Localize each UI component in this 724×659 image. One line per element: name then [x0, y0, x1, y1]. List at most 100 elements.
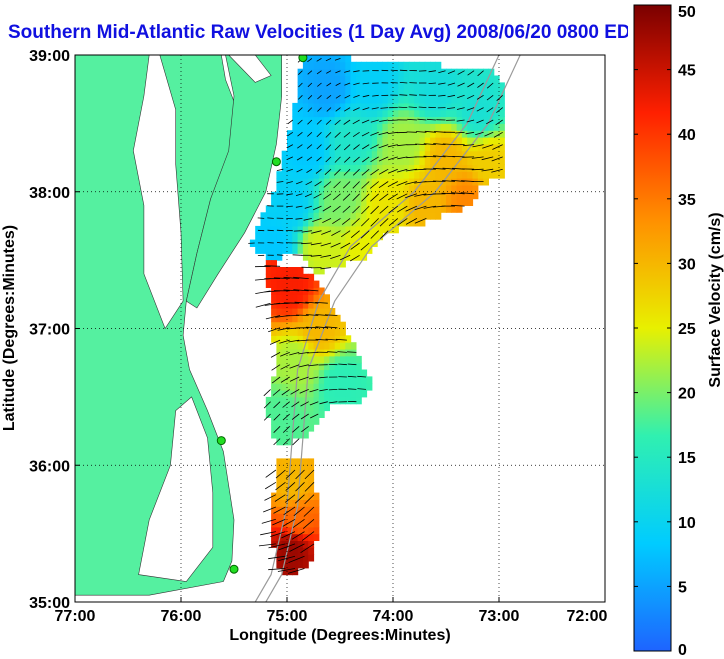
- heat-cell: [430, 184, 436, 193]
- velocity-arrow: [295, 193, 303, 196]
- heat-cell: [345, 123, 352, 131]
- heat-cell: [361, 246, 368, 254]
- heat-cell: [318, 396, 325, 405]
- heat-cell: [276, 355, 283, 364]
- velocity-arrow: [298, 70, 303, 75]
- velocity-arrow: [414, 205, 427, 211]
- heat-cell: [324, 130, 330, 138]
- velocity-arrow: [475, 131, 484, 136]
- heat-cell: [371, 184, 378, 193]
- heat-cell: [345, 253, 352, 261]
- heat-cell: [456, 143, 463, 152]
- velocity-arrow: [273, 413, 281, 421]
- heat-cell: [292, 506, 299, 514]
- heat-cell: [345, 232, 352, 241]
- heat-cell: [297, 478, 304, 487]
- heat-cell: [361, 130, 368, 138]
- heat-cell: [430, 212, 436, 220]
- heat-cell: [345, 116, 352, 124]
- heat-cell: [371, 150, 378, 159]
- heat-cell: [345, 68, 352, 77]
- velocity-arrow: [282, 438, 290, 446]
- heat-cell: [313, 376, 320, 384]
- heat-cell: [260, 219, 267, 227]
- heat-cell: [456, 116, 463, 124]
- heat-cell: [334, 383, 341, 391]
- heat-cell: [493, 150, 500, 159]
- heat-cell: [308, 301, 315, 309]
- heat-cell: [382, 82, 389, 90]
- heat-cell: [350, 383, 357, 391]
- heat-cell: [377, 198, 383, 206]
- heat-cell: [287, 424, 293, 432]
- heat-cell: [419, 61, 426, 70]
- heat-cell: [366, 75, 373, 83]
- velocity-arrow: [292, 254, 303, 256]
- velocity-arrow: [307, 95, 313, 100]
- velocity-arrow: [264, 494, 277, 501]
- heat-cell: [281, 212, 288, 220]
- heat-cell: [340, 61, 346, 70]
- velocity-arrow: [447, 70, 456, 74]
- heat-cell: [461, 164, 468, 172]
- heat-cell: [361, 191, 368, 200]
- heat-cell: [318, 102, 325, 111]
- velocity-arrow: [405, 193, 418, 199]
- heat-cell: [350, 102, 357, 111]
- velocity-arrow: [309, 389, 319, 393]
- heat-cell: [313, 205, 320, 213]
- heat-cell: [361, 225, 368, 234]
- heat-cell: [318, 355, 325, 364]
- heat-cell: [350, 369, 357, 377]
- velocity-arrow: [407, 118, 417, 121]
- velocity-arrow: [335, 70, 341, 74]
- velocity-arrow: [405, 218, 418, 225]
- heat-cell: [387, 82, 394, 90]
- heat-cell: [430, 171, 436, 179]
- heat-cell: [281, 520, 288, 528]
- heat-cell: [393, 123, 399, 131]
- velocity-arrow: [343, 168, 351, 176]
- heat-cell: [276, 431, 283, 439]
- velocity-arrow: [428, 70, 436, 73]
- heat-cell: [297, 232, 304, 241]
- heat-cell: [287, 178, 293, 186]
- heat-cell: [302, 109, 309, 118]
- heat-cell: [324, 246, 330, 254]
- velocity-arrow: [263, 401, 271, 409]
- heat-cell: [371, 102, 378, 111]
- heat-cell: [340, 198, 346, 206]
- heat-cell: [281, 472, 288, 480]
- heat-cell: [313, 61, 320, 70]
- velocity-arrow: [326, 94, 332, 100]
- heat-cell: [377, 178, 383, 186]
- velocity-arrow: [357, 375, 367, 378]
- heat-cell: [271, 520, 277, 528]
- heat-cell: [398, 157, 405, 165]
- heat-cell: [287, 342, 293, 350]
- heat-cell: [297, 82, 304, 90]
- heat-cell: [435, 212, 442, 220]
- heat-cell: [440, 89, 447, 97]
- heat-cell: [355, 219, 362, 227]
- velocity-arrow: [486, 119, 494, 125]
- heat-cell: [366, 198, 373, 206]
- heat-cell: [281, 178, 288, 186]
- heat-cell: [499, 150, 505, 159]
- heat-cell: [345, 150, 352, 159]
- heat-cell: [265, 232, 272, 241]
- heat-cell: [302, 328, 309, 336]
- heat-cell: [276, 485, 283, 494]
- heat-cell: [324, 116, 330, 124]
- heat-cell: [329, 342, 336, 350]
- heat-cell: [446, 109, 452, 118]
- heat-cell: [393, 89, 399, 97]
- velocity-arrow: [347, 388, 357, 390]
- heat-cell: [324, 75, 330, 83]
- heat-cell: [334, 260, 341, 268]
- heat-cell: [287, 321, 293, 330]
- heat-cell: [276, 478, 283, 487]
- heat-cell: [287, 513, 293, 521]
- velocity-arrow: [370, 144, 379, 150]
- heat-cell: [340, 321, 346, 330]
